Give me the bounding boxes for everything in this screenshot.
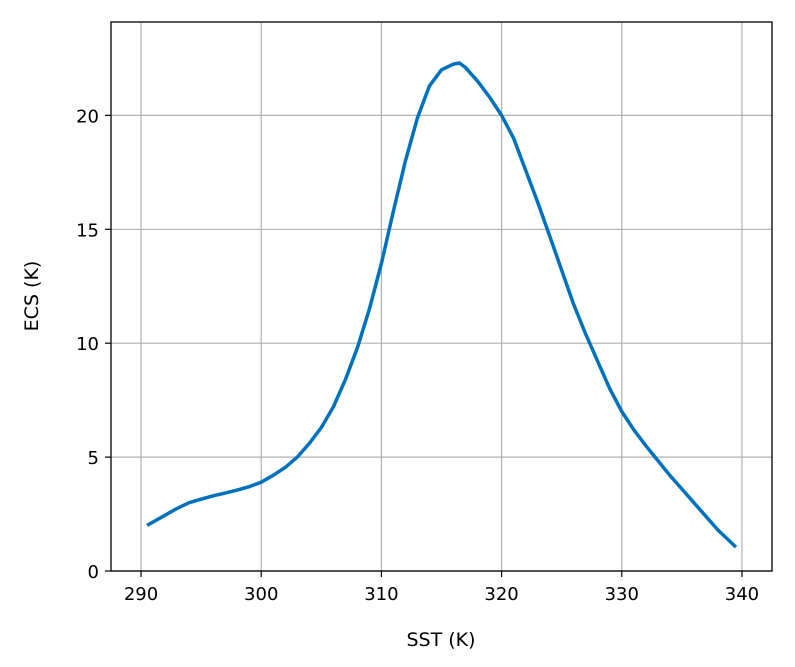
x-tick-label: 320 xyxy=(484,584,518,605)
y-tick-label: 0 xyxy=(88,562,99,583)
y-tick-label: 15 xyxy=(76,220,99,241)
x-tick-label: 330 xyxy=(605,584,639,605)
y-axis-label: ECS (K) xyxy=(21,261,43,332)
x-tick-label: 310 xyxy=(364,584,398,605)
ticks: 290 300 310 320 330 340 0 5 10 15 20 xyxy=(76,106,759,605)
y-tick-label: 20 xyxy=(76,106,99,127)
series-line xyxy=(146,61,738,549)
x-tick-label: 300 xyxy=(244,584,278,605)
grid xyxy=(111,22,772,572)
y-tick-label: 5 xyxy=(88,448,99,469)
x-tick-label: 340 xyxy=(725,584,759,605)
plot-frame xyxy=(110,21,773,572)
x-tick-label: 290 xyxy=(124,584,158,605)
x-axis-label: SST (K) xyxy=(406,629,475,651)
y-tick-label: 10 xyxy=(76,334,99,355)
